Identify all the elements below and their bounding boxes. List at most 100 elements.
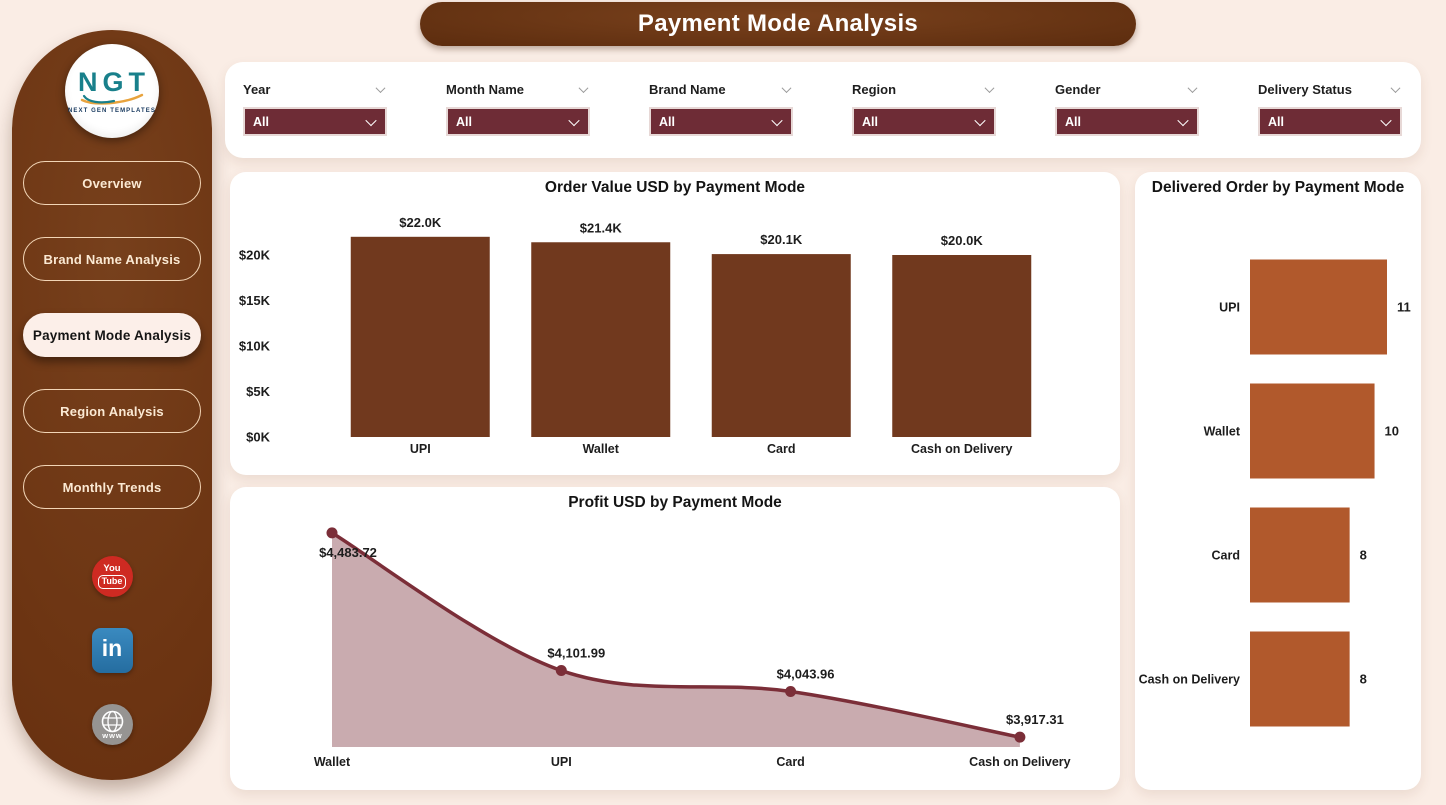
filter-label: Brand Name — [649, 81, 726, 97]
filter-year-dropdown[interactable]: All — [243, 107, 387, 136]
order-value-bar-chart[interactable]: $0K $5K $10K $15K $20K $22.0K UPI $21.4K Wallet $… — [230, 172, 1120, 475]
area-line — [330, 531, 1022, 739]
x-axis-category-label: Cash on Delivery — [911, 442, 1012, 456]
sidebar-nav: Overview Brand Name Analysis Payment Mod… — [23, 161, 201, 509]
chevron-down-icon — [365, 114, 377, 126]
x-axis-category-label: Wallet — [583, 442, 620, 456]
youtube-text-bottom: Tube — [97, 574, 127, 589]
sidebar-item-brand-name-analysis[interactable]: Brand Name Analysis — [23, 237, 201, 281]
filter-delivery-status: Delivery Status All — [1258, 79, 1402, 158]
chevron-down-icon — [1187, 82, 1198, 93]
bar-cash-on-delivery[interactable] — [1250, 631, 1350, 727]
bar-wallet[interactable] — [1250, 383, 1375, 479]
chevron-down-icon — [974, 114, 986, 126]
bar-data-label: $20.1K — [760, 232, 803, 247]
page-title-text: Payment Mode Analysis — [637, 10, 919, 37]
filter-selected-value: All — [862, 114, 878, 129]
x-axis-category-label: Wallet — [314, 755, 351, 769]
delivered-order-chart-card: Delivered Order by Payment Mode UPI 11 Wal… — [1135, 172, 1421, 790]
sidebar-item-region-analysis[interactable]: Region Analysis — [23, 389, 201, 433]
filter-label: Year — [243, 81, 271, 97]
chevron-down-icon — [984, 82, 995, 93]
bar-card[interactable] — [1250, 507, 1350, 603]
bar-data-label: $21.4K — [580, 220, 623, 235]
filter-month-name: Month Name All — [446, 79, 590, 158]
filter-delivery-status-header[interactable]: Delivery Status — [1258, 79, 1402, 99]
chevron-down-icon — [1380, 114, 1392, 126]
data-point-card[interactable] — [785, 685, 797, 697]
bar-data-label: 10 — [1385, 424, 1399, 439]
chevron-down-icon — [375, 82, 386, 93]
filter-selected-value: All — [253, 114, 269, 129]
logo-tagline: NEXT GEN TEMPLATES — [67, 107, 157, 114]
y-axis-tick-label: $15K — [239, 293, 271, 308]
y-axis-tick-label: $5K — [246, 384, 270, 399]
x-axis-category-label: Card — [776, 755, 804, 769]
filter-brand-name: Brand Name All — [649, 79, 793, 158]
filter-month-name-header[interactable]: Month Name — [446, 79, 590, 99]
filter-selected-value: All — [1268, 114, 1284, 129]
chevron-down-icon — [1390, 82, 1401, 93]
chevron-down-icon — [1177, 114, 1189, 126]
filter-label: Month Name — [446, 81, 524, 97]
filter-brand-name-dropdown[interactable]: All — [649, 107, 793, 136]
filter-gender: Gender All — [1055, 79, 1199, 158]
filter-month-name-dropdown[interactable]: All — [446, 107, 590, 136]
filter-region-dropdown[interactable]: All — [852, 107, 996, 136]
bar-upi[interactable] — [1250, 259, 1387, 355]
chevron-down-icon — [568, 114, 580, 126]
data-point-cash-on-delivery[interactable] — [1014, 731, 1026, 743]
svg-text:www: www — [101, 731, 123, 740]
filter-region-header[interactable]: Region — [852, 79, 996, 99]
x-axis-category-label: Card — [767, 442, 795, 456]
filter-bar: Year All Month Name All Brand Name — [225, 62, 1421, 158]
sidebar-item-payment-mode-analysis[interactable]: Payment Mode Analysis — [23, 313, 201, 357]
website-globe-icon[interactable]: www — [91, 704, 133, 745]
filter-gender-header[interactable]: Gender — [1055, 79, 1199, 99]
sidebar: NGT NEXT GEN TEMPLATES Overview Brand Na… — [12, 30, 212, 780]
filter-brand-name-header[interactable]: Brand Name — [649, 79, 793, 99]
bar-data-label: 8 — [1360, 548, 1367, 563]
youtube-text-top: You — [103, 563, 121, 575]
filter-year-header[interactable]: Year — [243, 79, 387, 99]
area-fill — [332, 532, 1020, 747]
sidebar-item-monthly-trends[interactable]: Monthly Trends — [23, 465, 201, 509]
filter-delivery-status-dropdown[interactable]: All — [1258, 107, 1402, 136]
x-axis-category-label: UPI — [551, 755, 572, 769]
filter-selected-value: All — [659, 114, 675, 129]
sidebar-item-label: Brand Name Analysis — [43, 251, 181, 267]
filter-label: Delivery Status — [1258, 81, 1352, 97]
bar-data-label: 11 — [1397, 300, 1411, 315]
logo-swoosh-icon — [80, 93, 144, 105]
bar-cash-on-delivery[interactable] — [892, 255, 1032, 437]
delivered-order-bar-chart[interactable]: UPI 11 Wallet 10 Card 8 Cash on Delivery 8 — [1135, 172, 1421, 790]
sidebar-item-label: Region Analysis — [60, 403, 164, 419]
filter-label: Region — [852, 81, 897, 97]
youtube-icon[interactable]: You Tube — [91, 556, 133, 597]
point-data-label: $4,043.96 — [777, 666, 835, 681]
chevron-down-icon — [781, 82, 792, 93]
y-axis-tick-label: $10K — [239, 339, 271, 354]
bar-upi[interactable] — [350, 236, 490, 437]
y-axis-tick-label: $0K — [246, 430, 270, 445]
bar-data-label: $20.0K — [941, 233, 984, 248]
sidebar-socials: You Tube in www — [91, 556, 133, 745]
point-data-label: $3,917.31 — [1006, 712, 1064, 727]
page-title: Payment Mode Analysis — [420, 2, 1136, 46]
sidebar-item-label: Payment Mode Analysis — [32, 327, 192, 343]
profit-chart-card: Profit USD by Payment Mode $4,483.72 Wall… — [230, 487, 1120, 790]
y-axis-category-label: Wallet — [1204, 425, 1241, 439]
linkedin-icon[interactable]: in — [91, 628, 133, 673]
data-point-wallet[interactable] — [326, 527, 338, 539]
y-axis-category-label: Cash on Delivery — [1139, 673, 1240, 687]
bar-data-label: $22.0K — [399, 215, 442, 230]
filter-gender-dropdown[interactable]: All — [1055, 107, 1199, 136]
sidebar-item-overview[interactable]: Overview — [23, 161, 201, 205]
bar-card[interactable] — [711, 254, 851, 437]
chart-title: Delivered Order by Payment Mode — [1151, 179, 1405, 196]
data-point-upi[interactable] — [555, 665, 567, 677]
profit-area-chart[interactable]: $4,483.72 Wallet $4,101.99 UPI $4,043.96 Card… — [230, 487, 1120, 790]
point-data-label: $4,101.99 — [547, 646, 605, 661]
bar-wallet[interactable] — [531, 242, 671, 437]
